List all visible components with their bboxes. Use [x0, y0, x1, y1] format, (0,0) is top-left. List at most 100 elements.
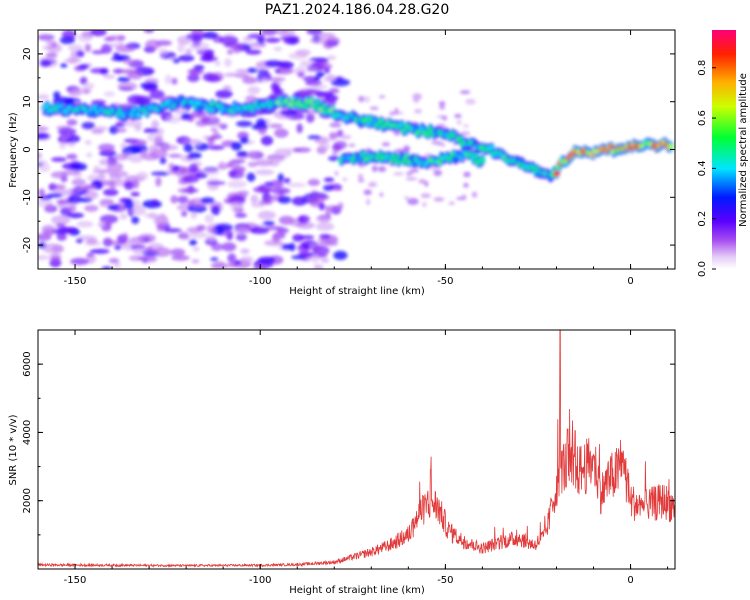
spectrogram-noise-cell — [286, 147, 292, 156]
spectrogram-noise-cell — [143, 127, 159, 134]
spectrogram-noise-cell — [310, 254, 320, 264]
spectrogram-noise-cell — [145, 246, 154, 254]
snr-x-tick-label: -150 — [64, 575, 87, 586]
spectrogram-noise-cell — [130, 139, 147, 147]
spectrogram-noise-cell — [208, 145, 225, 151]
spectrogram-noise-cell — [312, 245, 330, 256]
spectrogram-noise-cell — [328, 155, 340, 161]
spectrogram-noise-cell — [336, 129, 344, 138]
spectrogram-noise-cell — [405, 171, 413, 176]
spectrogram-noise-cell — [38, 132, 50, 140]
spectrogram-noise-cell — [64, 58, 82, 64]
spectrogram-noise-cell — [245, 49, 262, 55]
spectrogram-noise-cell — [103, 74, 116, 79]
spectrogram-noise-cell — [246, 172, 256, 182]
spectrogram-noise-cell — [114, 244, 122, 250]
spectrogram-noise-cell — [42, 45, 54, 50]
spectrogram-noise-cell — [305, 194, 326, 204]
spectrogram-noise-cell — [76, 220, 94, 228]
spectrogram-noise-cell — [377, 166, 387, 173]
colorbar-gradient — [712, 30, 736, 269]
spectrogram-noise-cell — [99, 149, 117, 157]
spectrogram-noise-cell — [413, 98, 420, 103]
spectrogram-noise-cell — [114, 128, 127, 133]
spectrogram-noise-cell — [123, 180, 135, 190]
spectrogram-noise-cell — [280, 110, 297, 116]
spectrogram-noise-cell — [389, 111, 396, 116]
spectrogram-noise-cell — [206, 74, 222, 83]
spectrogram-noise-cell — [163, 228, 182, 233]
spectrogram-noise-cell — [253, 186, 273, 194]
spectrogram-noise-cell — [325, 207, 332, 218]
spectrogram-noise-cell — [151, 119, 160, 130]
spectrogram-x-tick-label: -150 — [64, 276, 87, 287]
spectrogram-noise-cell — [108, 170, 129, 178]
spectrogram-noise-cell — [283, 177, 291, 184]
spectrogram-noise-cell — [269, 123, 283, 129]
spectrogram-noise-cell — [162, 144, 179, 151]
spectrogram-noise-cell — [86, 252, 95, 258]
spectrogram-noise-cell — [328, 132, 338, 140]
spectrogram-noise-cell — [240, 136, 249, 144]
spectrogram-noise-cell — [126, 175, 139, 180]
spectrogram-noise-cell — [297, 71, 305, 78]
spectrogram-noise-cell — [155, 176, 162, 187]
spectrogram-noise-cell — [296, 123, 303, 134]
spectrogram-noise-cell — [145, 39, 162, 50]
spectrogram-noise-cell — [103, 91, 116, 97]
spectrogram-noise-cell — [260, 135, 274, 146]
spectrogram-noise-cell — [106, 162, 124, 172]
spectrogram-noise-cell — [440, 142, 446, 148]
spectrogram-noise-cell — [211, 242, 223, 252]
spectrogram-noise-cell — [143, 84, 158, 92]
spectrogram-noise-cell — [186, 33, 206, 40]
spectrogram-noise-cell — [188, 163, 199, 173]
spectrogram-noise-cell — [144, 213, 154, 218]
spectrogram-noise-cell — [47, 43, 62, 53]
spectrogram-noise-cell — [236, 120, 253, 127]
spectrogram-noise-cell — [191, 259, 200, 264]
spectrogram-x-ticks: -150 -100 -50 0 — [37, 30, 669, 287]
spectrogram-noise-cell — [235, 73, 250, 78]
spectrogram-noise-cell — [193, 64, 205, 71]
spectrogram-noise-cell — [70, 257, 90, 266]
spectrogram-noise-cell — [106, 35, 126, 41]
spectrogram-noise-cell — [319, 233, 331, 240]
snr-y-tick-label: 6000 — [22, 351, 33, 376]
spectrogram-noise-cell — [459, 90, 471, 94]
spectrogram-noise-cell — [128, 155, 144, 163]
spectrogram-noise-cell — [231, 141, 242, 151]
spectrogram-noise-cell — [329, 122, 342, 128]
spectrogram-noise-cell — [132, 179, 140, 189]
snr-x-tick-label: -100 — [249, 575, 272, 586]
spectrogram-noise-cell — [240, 248, 250, 254]
spectrogram-noise-cell — [156, 246, 164, 256]
spectrogram-noise-cell — [315, 71, 325, 78]
spectrogram-noise-cell — [215, 89, 233, 99]
spectrogram-noise-cell — [311, 62, 321, 67]
spectrogram-noise-cell — [81, 121, 96, 130]
spectrogram-noise-cell — [403, 196, 410, 200]
spectrogram-noise-cell — [79, 76, 88, 85]
spectrogram-noise-cell — [267, 77, 286, 82]
spectrogram-noise-cell — [45, 52, 58, 59]
spectrogram-noise-cell — [433, 197, 445, 202]
spectrogram-noise-cell — [38, 152, 42, 160]
spectrogram-noise-cell — [405, 177, 418, 181]
spectrogram-noise-cell — [38, 126, 50, 132]
spectrogram-noise-cell — [106, 205, 120, 210]
spectrogram-noise-cell — [51, 215, 71, 225]
spectrogram-noise-cell — [99, 214, 119, 224]
spectrogram-noise-cell — [233, 227, 250, 235]
spectrogram-noise-cell — [60, 170, 81, 176]
spectrogram-noise-cell — [299, 91, 315, 96]
spectrogram-noise-cell — [66, 119, 78, 126]
spectrogram-noise-cell — [277, 196, 292, 204]
spectrogram-noise-cell — [172, 165, 180, 172]
spectrogram-noise-cell — [326, 36, 340, 45]
spectrogram-noise-cell — [214, 122, 225, 127]
spectrogram-noise-cell — [76, 49, 85, 58]
spectrogram-noise-cell — [214, 60, 221, 67]
